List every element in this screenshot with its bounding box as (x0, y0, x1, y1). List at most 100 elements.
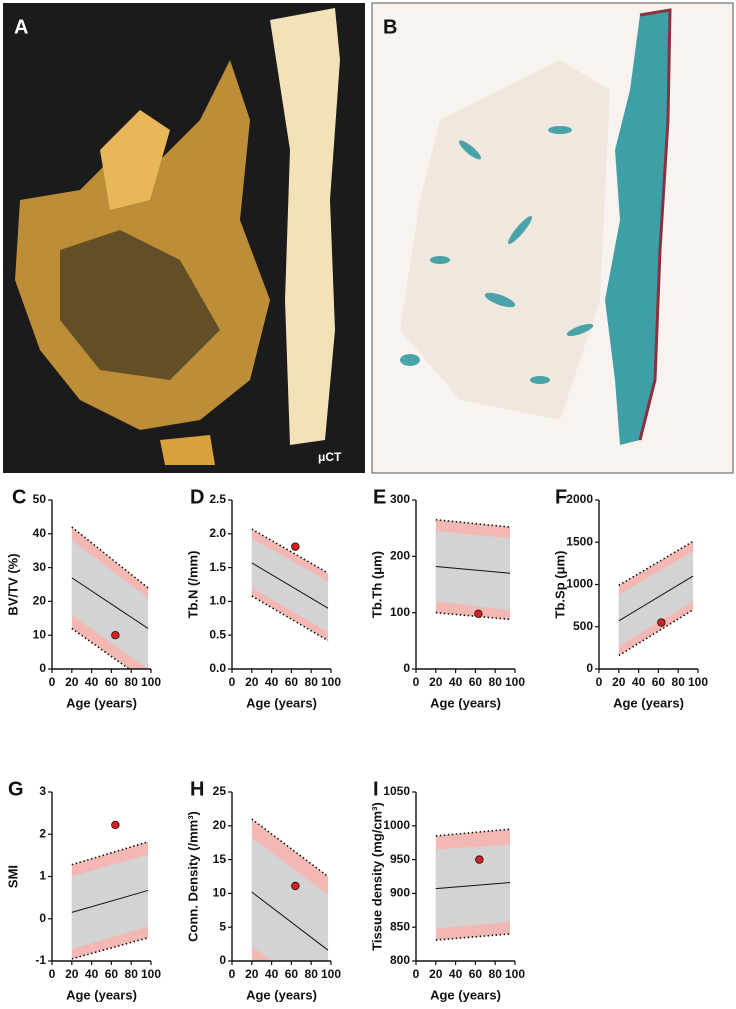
x-tick-label: 40 (265, 675, 279, 689)
data-point (111, 820, 120, 830)
y-tick-label: 1000 (383, 818, 410, 832)
band (71, 540, 149, 669)
x-tick-label: 80 (305, 675, 319, 689)
panel-label: B (383, 16, 397, 38)
series-line (435, 933, 511, 941)
band (251, 837, 329, 961)
y-tick-label: 0.0 (209, 661, 226, 675)
data-point (111, 631, 120, 640)
y-tick-label: 3 (39, 784, 46, 798)
x-tick-label: 0 (596, 675, 603, 689)
x-tick-label: 0 (413, 967, 420, 981)
plot-area (435, 828, 511, 941)
y-tick-label: 5 (219, 919, 226, 933)
x-tick-label: 40 (85, 967, 99, 981)
x-tick-label: 60 (105, 967, 119, 981)
x-tick-label: 80 (489, 967, 503, 981)
chart-panel: 0.0 0.5 1.0 1.5 2.0 2.5 0 20 40 60 80 100 Age (years… (185, 486, 341, 710)
y-axis-label: Tb.N (/mm) (185, 551, 200, 619)
y-tick-label: 1.5 (209, 560, 226, 574)
y-tick-label: 20 (33, 594, 47, 608)
x-tick-label: 80 (305, 967, 319, 981)
x-tick-label: 20 (612, 675, 626, 689)
y-axis-label: Tb.Th (μm) (369, 551, 384, 618)
band (435, 530, 511, 611)
x-tick-label: 100 (688, 675, 708, 689)
x-axis-label: Age (years) (66, 695, 137, 710)
x-tick-label: 40 (85, 675, 99, 689)
x-tick-label: 40 (449, 675, 463, 689)
x-tick-label: 100 (321, 967, 341, 981)
series-line (435, 611, 511, 621)
x-axis-label: Age (years) (66, 987, 137, 1002)
x-tick-label: 100 (141, 967, 161, 981)
y-tick-label: 1.0 (209, 594, 226, 608)
series-line (251, 562, 329, 609)
x-tick-label: 100 (505, 967, 525, 981)
y-tick-label: 1500 (566, 534, 593, 548)
y-axis-label: Tissue density (mg/cm³) (369, 802, 384, 951)
x-axis-label: Age (years) (430, 695, 501, 710)
series-line (71, 841, 149, 866)
x-tick-label: 60 (469, 967, 483, 981)
y-tick-label: 0 (219, 953, 226, 967)
x-tick-label: 80 (672, 675, 686, 689)
plot-area (71, 526, 149, 669)
x-tick-label: 20 (429, 967, 443, 981)
y-tick-label: 900 (390, 886, 410, 900)
y-tick-label: 1 (39, 869, 46, 883)
y-tick-label: 200 (390, 549, 410, 563)
data-point (291, 542, 300, 551)
y-tick-label: 0 (39, 661, 46, 675)
y-tick-label: 2.0 (209, 526, 226, 540)
y-tick-label: 2000 (566, 492, 593, 506)
x-tick-label: 80 (125, 967, 139, 981)
y-tick-label: 25 (213, 784, 227, 798)
series-line (618, 575, 694, 622)
x-tick-label: 20 (65, 675, 79, 689)
y-tick-label: 10 (213, 886, 227, 900)
chart-panel: 0 10 20 30 40 50 0 20 40 60 80 100 Age (years) BV/TV … (5, 486, 161, 710)
chart-panel: 800 850 900 950 1000 1050 0 20 40 60 80 100 Age (yea… (369, 778, 525, 1002)
x-axis-label: Age (years) (246, 695, 317, 710)
y-tick-label: 0 (586, 661, 593, 675)
panel-label: H (190, 778, 204, 800)
x-tick-label: 60 (652, 675, 666, 689)
series-line (71, 526, 149, 589)
series-line (435, 882, 511, 890)
panel-label: D (190, 486, 204, 508)
y-tick-label: 0.5 (209, 627, 226, 641)
x-axis-label: Age (years) (613, 695, 684, 710)
y-tick-label: 30 (33, 560, 47, 574)
y-tick-label: 1050 (383, 784, 410, 798)
micro-ct-image: A μCT (3, 3, 365, 473)
y-tick-label: 2 (39, 826, 46, 840)
x-tick-label: 100 (321, 675, 341, 689)
series-line (71, 936, 149, 960)
x-tick-label: 60 (285, 675, 299, 689)
x-tick-label: 100 (141, 675, 161, 689)
x-tick-label: 40 (265, 967, 279, 981)
x-tick-label: 60 (105, 675, 119, 689)
panel-label: C (12, 486, 26, 508)
y-tick-label: 850 (390, 919, 410, 933)
y-tick-label: 50 (33, 492, 47, 506)
x-tick-label: 80 (489, 675, 503, 689)
x-tick-label: 0 (229, 675, 236, 689)
x-tick-label: 20 (245, 675, 259, 689)
x-tick-label: 0 (49, 967, 56, 981)
data-point (475, 855, 484, 864)
data-point (474, 609, 483, 618)
x-tick-label: 60 (469, 675, 483, 689)
panel-label: I (373, 778, 379, 800)
x-tick-label: 40 (632, 675, 646, 689)
data-point (291, 881, 300, 891)
series-line (251, 528, 329, 574)
plot-area (251, 528, 329, 642)
y-tick-label: 300 (390, 492, 410, 506)
plot-area (435, 518, 511, 621)
chart-panel: 0 5 10 15 20 25 0 20 40 60 80 100 Age (years) Conn. D… (185, 778, 341, 1002)
x-tick-label: 20 (65, 967, 79, 981)
plot-area (618, 540, 694, 657)
